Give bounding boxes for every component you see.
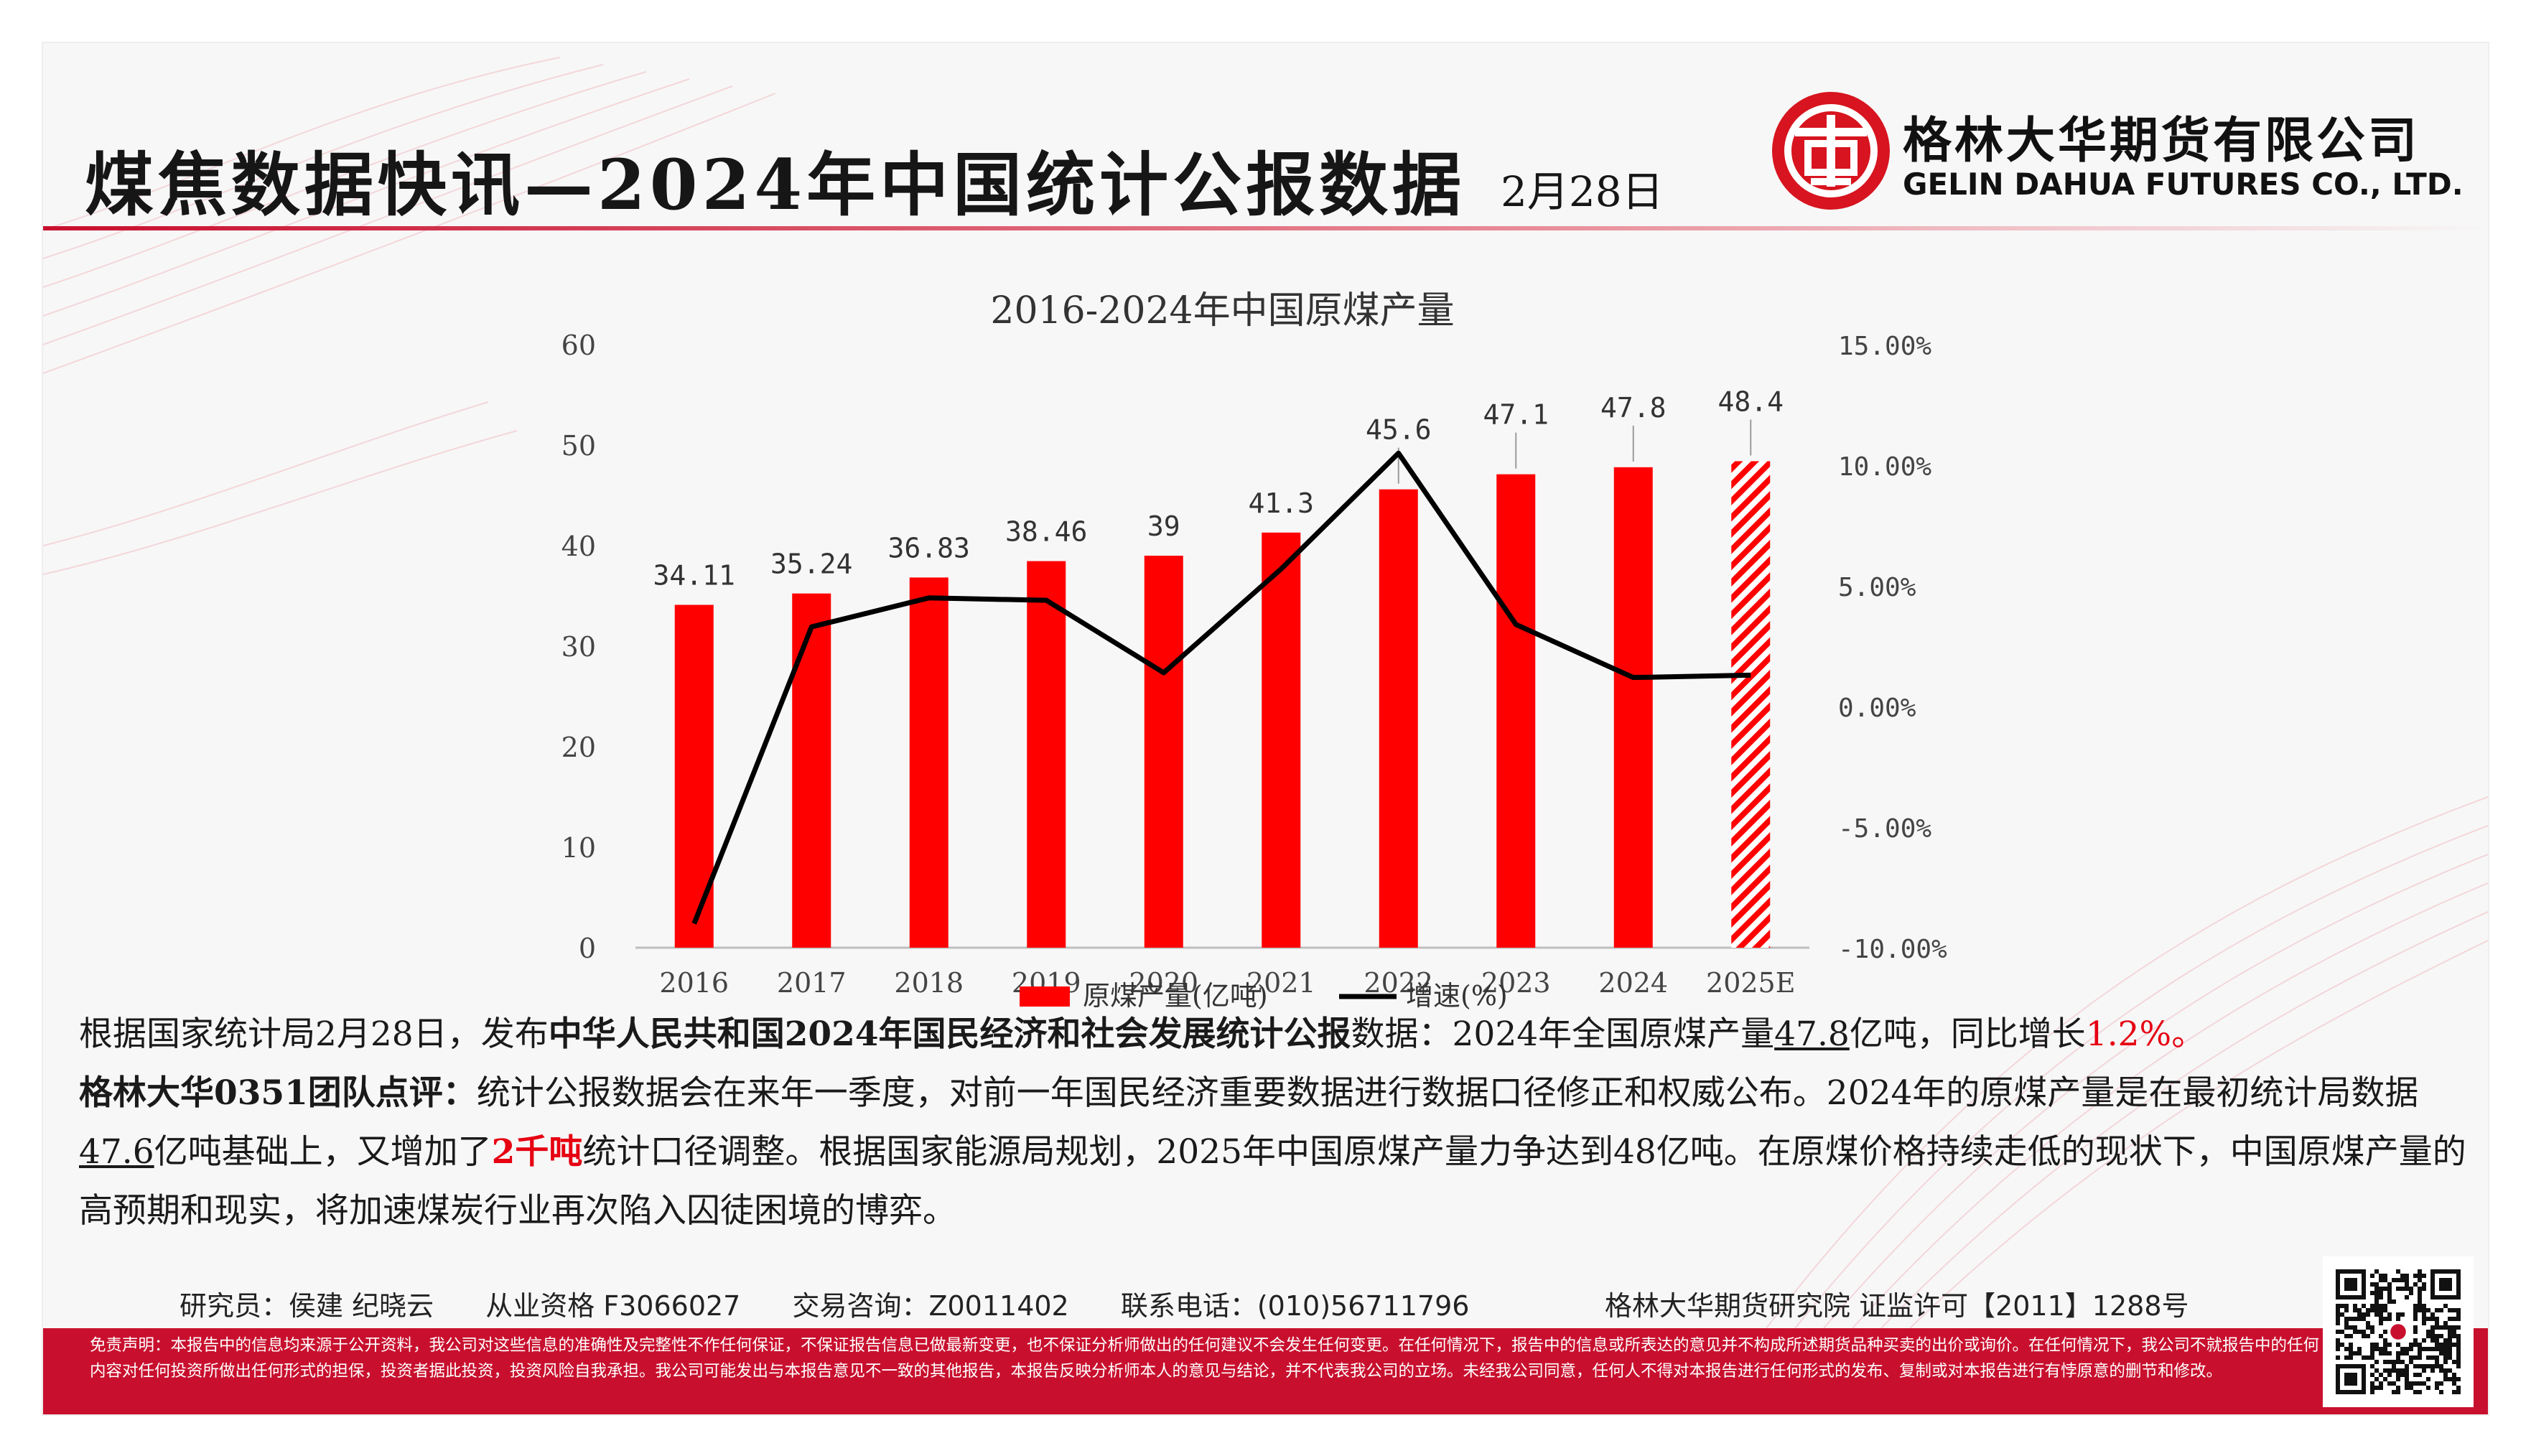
bar-2020 <box>1144 556 1183 948</box>
decorative-wave-lines <box>43 57 2488 1329</box>
bar-2019 <box>1027 561 1066 948</box>
x-axis-tick-label: 2020 <box>1129 967 1198 999</box>
bar-2025E <box>1731 461 1771 948</box>
researcher-info: 研究员：侯建 纪晓云 从业资格 F3066027 交易咨询：Z0011402 联… <box>180 1284 2262 1323</box>
left-axis-tick-label: 10 <box>561 832 596 864</box>
x-axis-tick-label: 2022 <box>1364 967 1433 999</box>
qr-code-icon[interactable] <box>2323 1256 2474 1407</box>
growth-line <box>691 450 1751 925</box>
x-axis-tick-label: 2017 <box>777 967 847 999</box>
bar-data-label: 34.11 <box>653 559 735 591</box>
license-number: 从业资格 F3066027 <box>485 1290 741 1322</box>
coal-output-chart: 2016-2024年中国原煤产量 0 10 20 30 40 50 60 -10.00% -5.0… <box>561 289 1947 1012</box>
paragraph-release: 根据国家统计局2月28日，发布中华人民共和国2024年国民经济和社会发展统计公报… <box>79 1014 2206 1054</box>
bar-2022 <box>1379 489 1418 948</box>
x-axis-tick-label: 2018 <box>894 967 964 999</box>
right-axis-tick-label: 5.00% <box>1838 573 1916 602</box>
company-name-cn: 格林大华期货有限公司 <box>1903 113 2420 169</box>
right-axis-tick-label: 0.00% <box>1838 694 1916 723</box>
bar-data-label: 47.1 <box>1483 399 1549 431</box>
left-axis-tick-label: 0 <box>579 933 596 964</box>
left-axis-tick-label: 60 <box>561 330 596 361</box>
company-logo-icon <box>1772 92 1890 210</box>
page-title: 煤焦数据快讯—2024年中国统计公报数据 <box>85 144 1466 225</box>
bar-2024 <box>1613 467 1653 948</box>
bar-2018 <box>909 577 948 948</box>
bar-data-label: 48.4 <box>1717 386 1784 417</box>
chart-title: 2016-2024年中国原煤产量 <box>990 289 1454 332</box>
right-axis-tick-label: 15.00% <box>1838 332 1931 361</box>
researcher-names: 研究员：侯建 纪晓云 <box>180 1290 434 1322</box>
left-axis-tick-label: 50 <box>561 430 596 462</box>
bar-2021 <box>1262 532 1301 948</box>
bar-data-label: 38.46 <box>1005 516 1087 548</box>
contact-phone: 联系电话：(010)56711796 <box>1120 1290 1470 1322</box>
bar-2016 <box>674 605 714 948</box>
legend-bar-label: 原煤产量(亿吨) <box>1083 980 1268 1012</box>
disclaimer-text: 免责声明：本报告中的信息均来源于公开资料，我公司对这些信息的准确性及完整性不作任… <box>90 1336 2320 1381</box>
institute-license: 格林大华期货研究院 证监许可【2011】1288号 <box>1605 1290 2189 1322</box>
left-axis-tick-label: 30 <box>561 631 596 663</box>
left-axis-tick-label: 20 <box>561 732 596 763</box>
header-divider <box>43 226 2488 230</box>
left-axis-tick-label: 40 <box>561 531 596 562</box>
x-axis-tick-label: 2021 <box>1246 967 1316 999</box>
bar-data-label: 35.24 <box>770 549 852 580</box>
right-axis-tick-label: -5.00% <box>1838 814 1931 844</box>
bar-data-label: 36.83 <box>888 532 970 564</box>
company-name-en: GELIN DAHUA FUTURES CO., LTD. <box>1903 167 2464 202</box>
x-axis-tick-label: 2016 <box>659 967 729 999</box>
bar-2017 <box>792 593 831 948</box>
report-date: 2月28日 <box>1501 167 1664 216</box>
bar-data-label: 39 <box>1147 510 1180 542</box>
bar-2023 <box>1496 474 1536 948</box>
bar-data-label: 45.6 <box>1366 414 1432 446</box>
bar-data-label: 47.8 <box>1600 392 1667 424</box>
bar-data-label: 41.3 <box>1248 487 1314 519</box>
commentary: 根据国家统计局2月28日，发布中华人民共和国2024年国民经济和社会发展统计公报… <box>79 1005 2470 1241</box>
x-axis-tick-label: 2025E <box>1706 967 1795 999</box>
right-axis-tick-label: 10.00% <box>1838 452 1931 482</box>
paragraph-comment: 格林大华0351团队点评：统计公报数据会在来年一季度，对前一年国民经济重要数据进… <box>79 1073 2466 1231</box>
x-axis-tick-label: 2024 <box>1598 967 1668 999</box>
report-panel: 煤焦数据快讯—2024年中国统计公报数据 2月28日 格林大华期货有限公司 GE… <box>43 43 2488 1414</box>
disclaimer-bar: 免责声明：本报告中的信息均来源于公开资料，我公司对这些信息的准确性及完整性不作任… <box>43 1328 2488 1414</box>
x-axis-tick-label: 2023 <box>1481 967 1551 999</box>
legend-line-label: 增速(%) <box>1406 980 1508 1012</box>
consult-number: 交易咨询：Z0011402 <box>792 1290 1069 1322</box>
right-axis-tick-label: -10.00% <box>1838 935 1947 964</box>
legend-bar-swatch <box>1020 986 1070 1007</box>
